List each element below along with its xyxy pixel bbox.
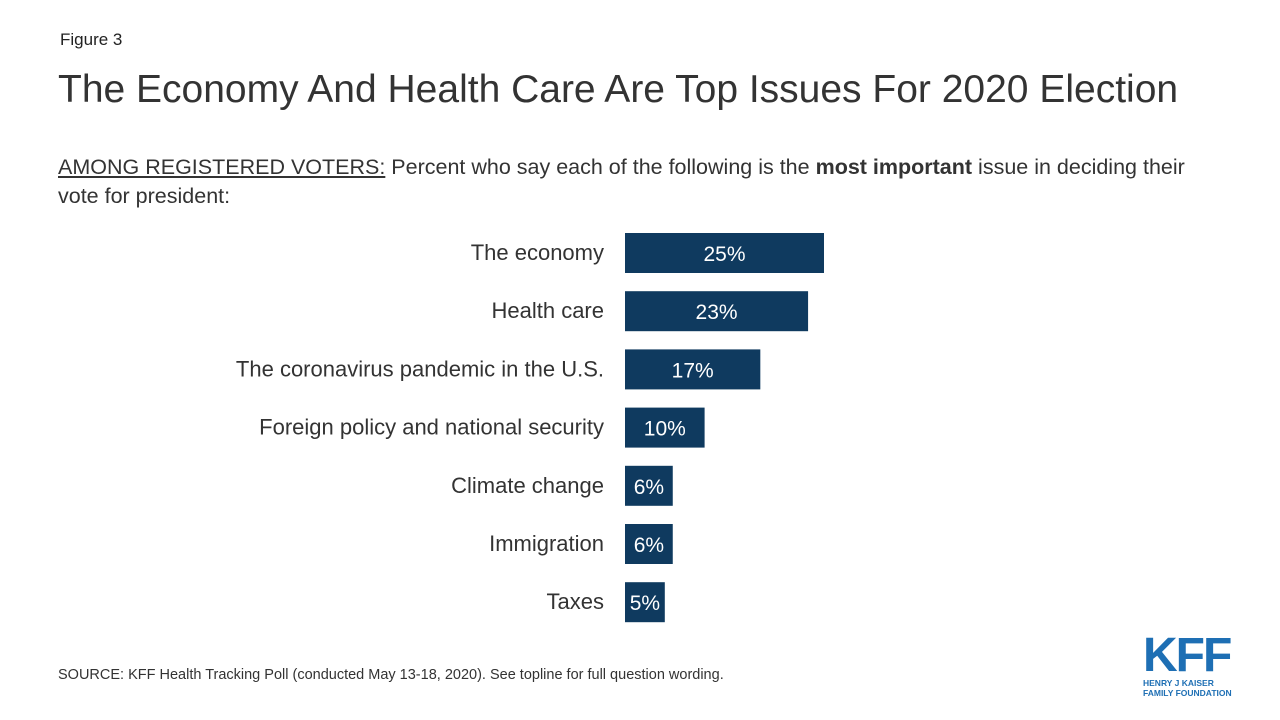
bar bbox=[625, 291, 809, 332]
bar bbox=[625, 349, 761, 390]
logo-line-2: FAMILY FOUNDATION bbox=[1143, 688, 1232, 698]
bar bbox=[625, 524, 673, 564]
chart-title: The Economy And Health Care Are Top Issu… bbox=[58, 68, 1179, 111]
subtitle-text-after: issue in deciding their vote for preside… bbox=[58, 155, 1185, 208]
subtitle-lead: AMONG REGISTERED VOTERS: bbox=[58, 155, 386, 179]
bar-value-label: 17% bbox=[672, 359, 714, 382]
category-label: Taxes bbox=[547, 589, 604, 614]
category-label: Health care bbox=[491, 298, 604, 323]
category-label: The coronavirus pandemic in the U.S. bbox=[236, 356, 604, 381]
bar bbox=[625, 582, 665, 623]
figure-label: Figure 3 bbox=[60, 30, 123, 49]
source-note: SOURCE: KFF Health Tracking Poll (conduc… bbox=[58, 667, 724, 683]
bar bbox=[625, 407, 705, 448]
category-label: Climate change bbox=[451, 473, 604, 498]
subtitle-text-before: Percent who say each of the following is… bbox=[385, 155, 816, 179]
kff-logo: KFF HENRY J KAISER FAMILY FOUNDATION bbox=[1143, 629, 1235, 699]
logo-mark: KFF bbox=[1143, 629, 1232, 682]
bar-value-label: 6% bbox=[634, 476, 664, 499]
bar bbox=[625, 465, 673, 506]
logo-line-1: HENRY J KAISER bbox=[1143, 678, 1214, 688]
bar-value-label: 25% bbox=[703, 243, 745, 266]
category-label: Foreign policy and national security bbox=[259, 415, 604, 440]
bar-value-label: 6% bbox=[634, 534, 664, 557]
category-label: The economy bbox=[471, 240, 604, 265]
bar-value-label: 23% bbox=[696, 301, 738, 324]
bar-chart: The economy 25% Health care 23% The coronavi… bbox=[236, 233, 824, 623]
category-label: Immigration bbox=[489, 531, 604, 556]
subtitle-bold: most important bbox=[815, 155, 973, 179]
bar bbox=[625, 233, 824, 273]
chart-subtitle: AMONG REGISTERED VOTERS: Percent who say… bbox=[58, 153, 1218, 211]
bar-value-label: 10% bbox=[644, 418, 686, 441]
bar-value-label: 5% bbox=[630, 592, 660, 615]
